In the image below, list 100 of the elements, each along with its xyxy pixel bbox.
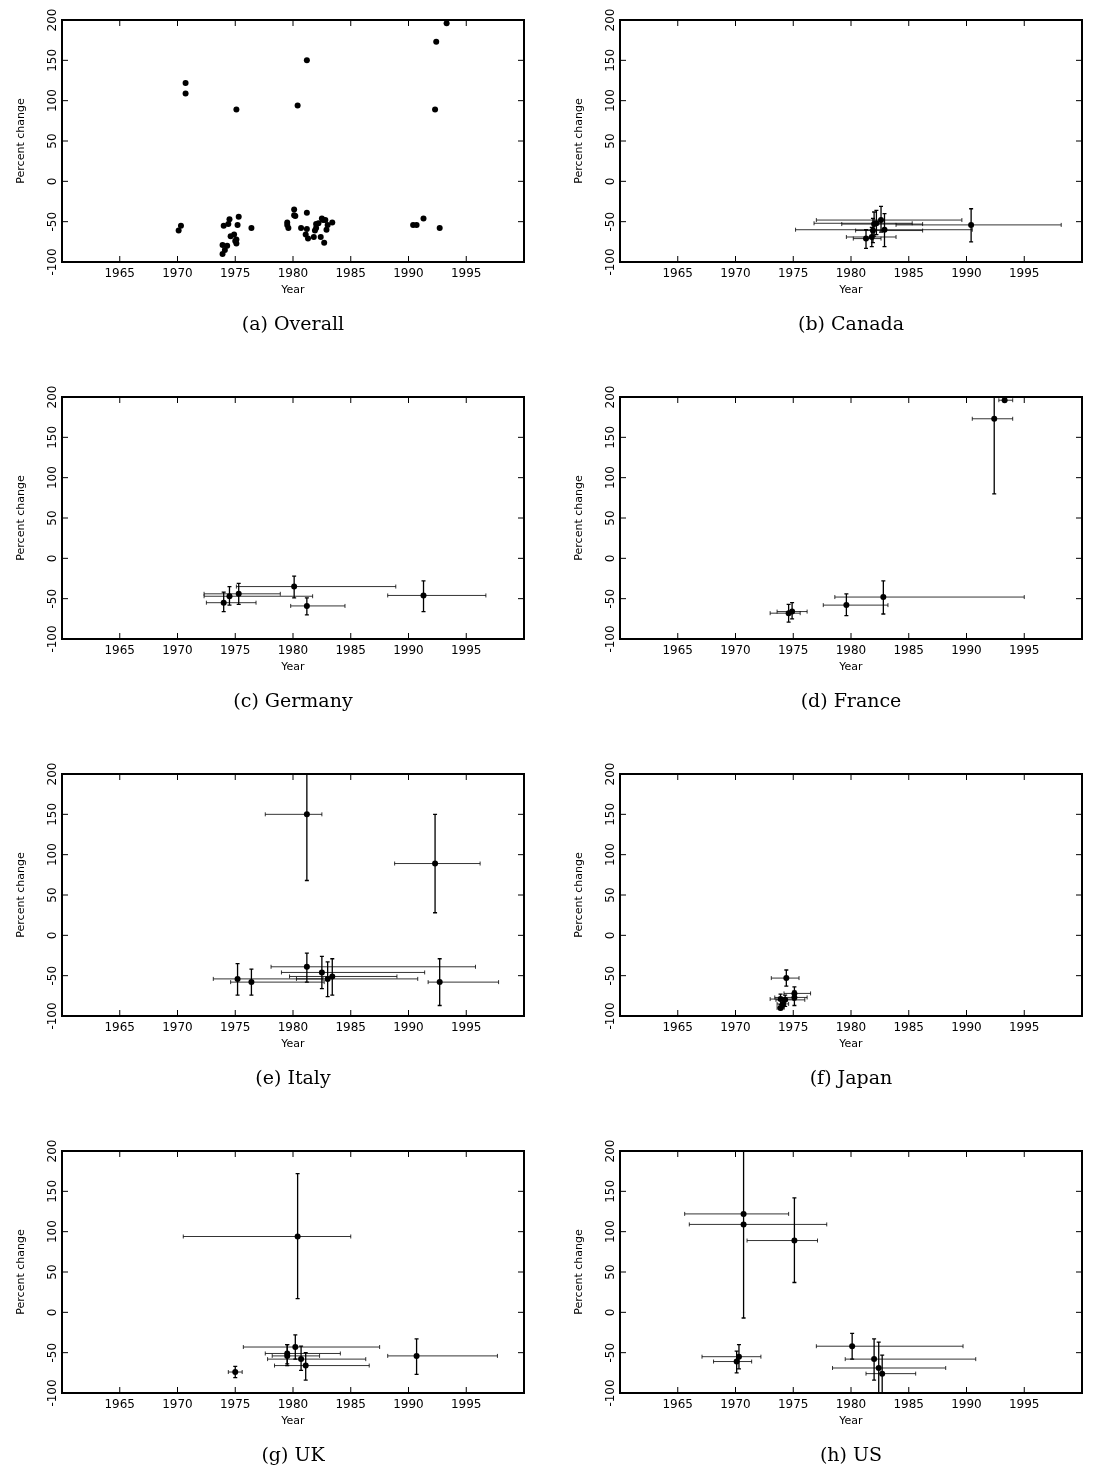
y-tick-label: -50	[45, 965, 59, 986]
y-tick-label: 100	[603, 466, 617, 490]
y-tick-label: 150	[603, 48, 617, 72]
x-tick-label: 1995	[1008, 1397, 1040, 1411]
y-tick-label: 150	[603, 425, 617, 449]
text: (h) US	[819, 1443, 883, 1465]
y-tick-label: -50	[603, 1342, 617, 1363]
text: (g) UK	[261, 1443, 326, 1465]
y-tick-label: 200	[45, 8, 59, 32]
x-axis-title: Year	[280, 1037, 306, 1050]
y-axis-title: Percent change	[572, 475, 585, 561]
y-axis-title: Percent change	[14, 475, 27, 561]
x-tick-label: 1970	[162, 1020, 193, 1034]
y-tick-label: 200	[603, 8, 617, 32]
y-tick-label: 50	[45, 1264, 59, 1280]
y-axis-title: Percent change	[14, 98, 27, 184]
x-tick-label: 1965	[662, 1397, 694, 1411]
y-tick-label: 0	[603, 554, 617, 563]
x-tick-label: 1970	[720, 1397, 751, 1411]
x-tick-label: 1995	[450, 1397, 482, 1411]
x-axis-title: Year	[838, 660, 864, 673]
x-axis-title: Year	[838, 1414, 864, 1427]
y-tick-label: -100	[45, 625, 59, 653]
x-tick-label: 1985	[335, 1397, 367, 1411]
y-tick-label: 100	[603, 843, 617, 867]
x-tick-label: 1965	[104, 266, 136, 280]
x-axis-title: Year	[280, 283, 306, 296]
x-tick-label: 1965	[662, 266, 694, 280]
text: (e) Italy	[255, 1066, 331, 1088]
x-tick-label: 1975	[777, 643, 809, 657]
x-tick-label: 1975	[219, 1020, 251, 1034]
x-axis-title: Year	[838, 1037, 864, 1050]
x-tick-label: 1980	[835, 643, 867, 657]
y-tick-label: 50	[45, 510, 59, 526]
y-tick-label: -50	[603, 211, 617, 232]
y-tick-label: -100	[45, 1002, 59, 1030]
x-tick-label: 1980	[277, 1020, 309, 1034]
x-tick-label: 1985	[893, 266, 925, 280]
x-tick-label: 1990	[393, 1397, 424, 1411]
x-tick-label: 1995	[1008, 643, 1040, 657]
y-axis-title: Percent change	[572, 1229, 585, 1315]
x-tick-label: 1970	[720, 1020, 751, 1034]
y-tick-label: 100	[45, 466, 59, 490]
x-tick-label: 1990	[393, 1020, 424, 1034]
x-tick-label: 1965	[662, 643, 694, 657]
y-axis-title: Percent change	[14, 852, 27, 938]
y-tick-label: 50	[45, 887, 59, 903]
x-tick-label: 1970	[720, 643, 751, 657]
y-tick-label: 200	[45, 385, 59, 409]
x-tick-label: 1980	[835, 1397, 867, 1411]
y-tick-label: 0	[603, 931, 617, 940]
x-tick-label: 1990	[951, 266, 982, 280]
y-tick-label: 0	[45, 1308, 59, 1317]
x-tick-label: 1965	[104, 643, 136, 657]
x-tick-label: 1990	[393, 643, 424, 657]
x-tick-label: 1975	[219, 266, 251, 280]
x-tick-label: 1995	[1008, 1020, 1040, 1034]
y-tick-label: 200	[603, 762, 617, 786]
x-tick-label: 1985	[893, 1020, 925, 1034]
text: (c) Germany	[233, 689, 353, 711]
y-tick-label: 0	[45, 554, 59, 563]
y-tick-label: 100	[45, 843, 59, 867]
y-tick-label: 200	[603, 385, 617, 409]
y-tick-label: 200	[45, 762, 59, 786]
x-tick-label: 1970	[162, 266, 193, 280]
x-tick-label: 1995	[450, 1020, 482, 1034]
y-tick-label: 200	[603, 1139, 617, 1163]
x-tick-label: 1975	[777, 266, 809, 280]
x-tick-label: 1990	[951, 643, 982, 657]
x-tick-label: 1970	[720, 266, 751, 280]
y-axis-title: Percent change	[572, 852, 585, 938]
y-tick-label: -100	[45, 1379, 59, 1407]
y-tick-label: 150	[45, 1179, 59, 1203]
y-axis-title: Percent change	[14, 1229, 27, 1315]
y-axis-title: Percent change	[572, 98, 585, 184]
y-tick-label: 200	[45, 1139, 59, 1163]
x-axis-title: Year	[838, 283, 864, 296]
x-tick-label: 1985	[893, 1397, 925, 1411]
text: (d) France	[800, 689, 902, 711]
x-tick-label: 1980	[835, 1020, 867, 1034]
x-tick-label: 1985	[335, 266, 367, 280]
y-tick-label: 0	[603, 177, 617, 186]
y-tick-label: 50	[603, 510, 617, 526]
x-tick-label: 1990	[951, 1397, 982, 1411]
x-tick-label: 1980	[835, 266, 867, 280]
y-tick-label: -100	[603, 1002, 617, 1030]
x-tick-label: 1970	[162, 1397, 193, 1411]
y-tick-label: 100	[603, 1220, 617, 1244]
x-tick-label: 1965	[104, 1397, 136, 1411]
y-tick-label: -100	[603, 625, 617, 653]
y-tick-label: -100	[603, 1379, 617, 1407]
y-tick-label: 150	[603, 1179, 617, 1203]
x-tick-label: 1985	[893, 643, 925, 657]
y-tick-label: 100	[45, 1220, 59, 1244]
y-tick-label: -50	[45, 588, 59, 609]
y-tick-label: -100	[603, 248, 617, 276]
x-tick-label: 1980	[277, 643, 309, 657]
x-tick-label: 1965	[662, 1020, 694, 1034]
y-tick-label: 150	[45, 425, 59, 449]
y-tick-label: 150	[603, 802, 617, 826]
